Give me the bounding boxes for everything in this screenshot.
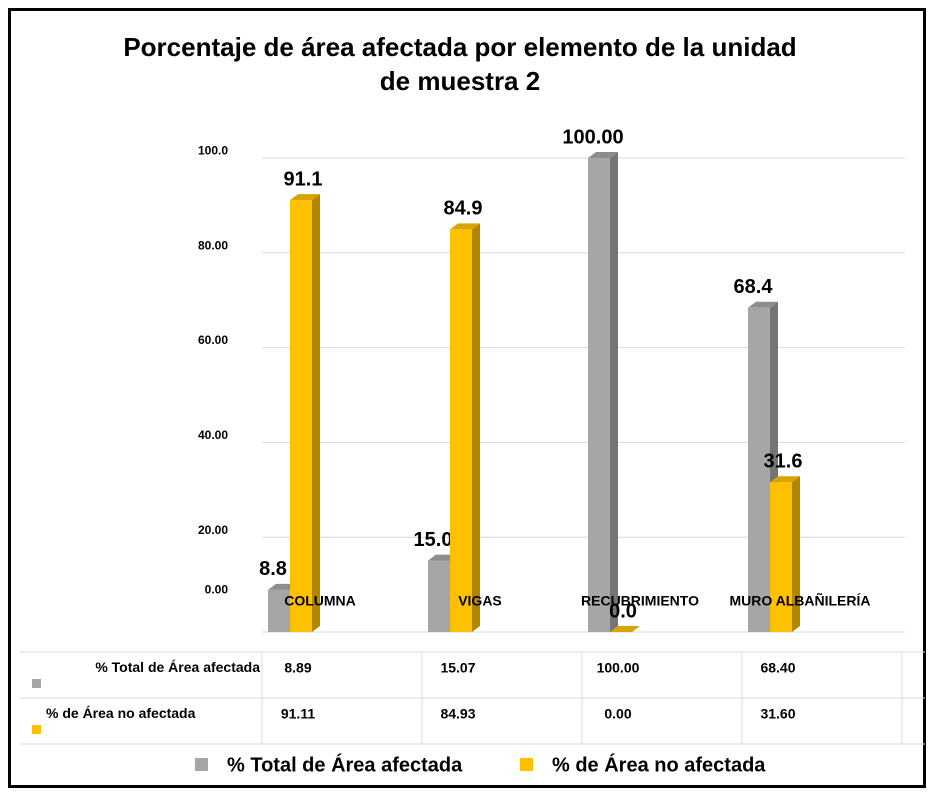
y-tick-label: 100.0: [198, 144, 228, 158]
bar-top: [450, 223, 480, 230]
legend-key: [195, 758, 208, 771]
x-tick-label: MURO ALBAÑILERÍA: [729, 592, 870, 609]
table-cell: 0.00: [604, 706, 631, 722]
data-label: 91.1: [284, 168, 323, 190]
y-tick-label: 40.00: [198, 428, 228, 442]
x-tick-label: COLUMNA: [284, 593, 356, 609]
bar: [450, 229, 472, 632]
y-tick-label: 80.00: [198, 238, 228, 252]
table-legend-key: [32, 679, 41, 688]
bar-top: [748, 301, 778, 308]
data-label: 31.6: [764, 450, 803, 472]
bar-side: [472, 223, 480, 632]
data-label: 0.0: [609, 600, 637, 622]
x-tick-label: RECUBRIMIENTO: [581, 593, 699, 609]
bar-side: [312, 194, 320, 632]
table-legend-key: [32, 725, 41, 734]
legend-label: % Total de Área afectada: [227, 753, 463, 776]
y-tick-label: 60.00: [198, 333, 228, 347]
data-label: 8.8: [259, 558, 287, 580]
table-cell: 91.11: [281, 706, 315, 722]
bar: [748, 307, 770, 632]
table-cell: 84.93: [440, 706, 475, 722]
bar-top: [770, 476, 800, 483]
bar-top: [610, 626, 640, 632]
table-row-header: % de Área no afectada: [46, 705, 196, 721]
frame: [8, 8, 926, 788]
bar-side: [792, 476, 800, 632]
legend-label: % de Área no afectada: [552, 753, 766, 776]
table-cell: 31.60: [760, 706, 795, 722]
table-cell: 15.07: [440, 660, 475, 676]
bar-side: [610, 152, 618, 632]
table-row-header-box: % de Área no afectada: [46, 705, 196, 721]
table-row-header: % Total de Área afectada: [95, 659, 260, 675]
data-label: 68.4: [734, 276, 774, 298]
data-label: 15.0: [414, 529, 453, 551]
bar-top: [588, 152, 618, 158]
table-row-header-box: % Total de Área afectada: [95, 659, 260, 675]
bar: [588, 158, 610, 632]
table-cell: 68.40: [760, 660, 795, 676]
y-tick-label: 0.00: [205, 582, 229, 596]
table-cell: 8.89: [284, 660, 311, 676]
bar-top: [290, 194, 320, 201]
bar: [290, 200, 312, 632]
chart-title: Porcentaje de área afectada por elemento…: [123, 32, 797, 96]
bar: [770, 482, 792, 632]
legend-key: [520, 758, 533, 771]
bar: [428, 560, 450, 632]
bar: [268, 589, 290, 632]
data-label: 100.00: [562, 126, 623, 148]
y-tick-label: 20.00: [198, 523, 228, 537]
table-cell: 100.00: [597, 660, 640, 676]
data-label: 84.9: [444, 198, 483, 220]
x-tick-label: VIGAS: [458, 593, 502, 609]
